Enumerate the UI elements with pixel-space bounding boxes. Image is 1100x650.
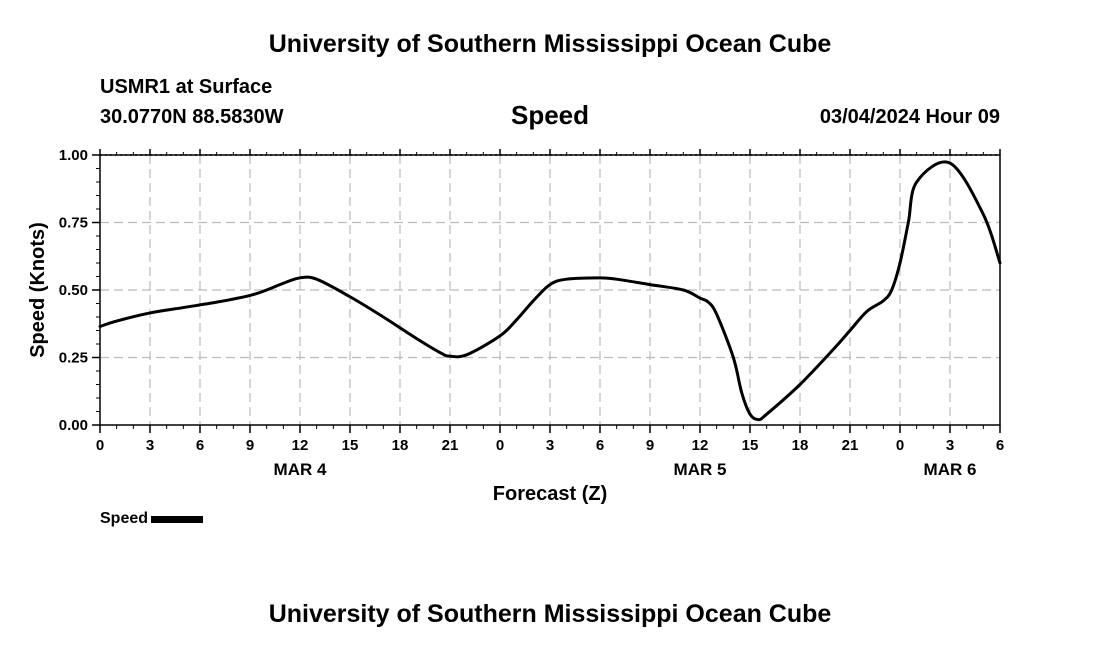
y-tick-label: 0.75 xyxy=(59,215,88,232)
station-coordinates: 30.0770N 88.5830W xyxy=(100,106,284,128)
legend: Speed xyxy=(100,510,204,528)
x-tick-label: 6 xyxy=(996,437,1004,454)
x-tick-label: 18 xyxy=(792,437,809,454)
x-tick-label: 21 xyxy=(442,437,459,454)
forecast-datetime: 03/04/2024 Hour 09 xyxy=(819,106,1000,128)
x-tick-label: 6 xyxy=(196,437,204,454)
x-tick-label: 12 xyxy=(692,437,709,454)
x-tick-label: 0 xyxy=(896,437,904,454)
x-tick-label: 15 xyxy=(742,437,759,454)
x-tick-label: 3 xyxy=(946,437,954,454)
x-tick-label: 3 xyxy=(546,437,554,454)
x-tick-label: 9 xyxy=(646,437,654,454)
x-tick-label: 12 xyxy=(292,437,309,454)
x-axis-label: Forecast (Z) xyxy=(493,483,607,505)
plot-frame xyxy=(99,154,1001,426)
page-title: University of Southern Mississippi Ocean… xyxy=(268,30,832,58)
footer-title: University of Southern Mississippi Ocean… xyxy=(268,600,832,628)
x-tick-label: 3 xyxy=(146,437,154,454)
y-tick-label: 0.25 xyxy=(59,350,88,367)
x-tick-label: 6 xyxy=(596,437,604,454)
legend-label: Speed xyxy=(100,510,149,527)
x-tick-label: 21 xyxy=(842,437,859,454)
series-layer xyxy=(98,160,1002,422)
chart-title: Speed xyxy=(510,100,590,130)
legend-swatch xyxy=(151,515,204,523)
date-label: MAR 5 xyxy=(674,460,727,479)
y-tick-label: 0.00 xyxy=(59,417,88,434)
x-tick-label: 18 xyxy=(392,437,409,454)
station-name: USMR1 at Surface xyxy=(100,76,273,98)
grid-layer xyxy=(100,154,1000,425)
label-layer: 0 3 6 9 12 15 18 21 0 3 6 9 12 15 18 21 0 3 6 0.00 0.25 0.50 0… xyxy=(59,147,1004,479)
x-tick-label: 15 xyxy=(342,437,359,454)
x-tick-label: 0 xyxy=(496,437,504,454)
tick-layer xyxy=(92,149,1001,433)
x-tick-label: 0 xyxy=(96,437,104,454)
y-axis-label: Speed (Knots) xyxy=(27,222,49,358)
y-tick-label: 0.50 xyxy=(59,282,88,299)
date-label: MAR 4 xyxy=(274,460,327,479)
y-tick-label: 1.00 xyxy=(59,147,88,164)
speed-series-line xyxy=(98,160,1002,422)
date-label: MAR 6 xyxy=(924,460,977,479)
x-tick-label: 9 xyxy=(246,437,254,454)
